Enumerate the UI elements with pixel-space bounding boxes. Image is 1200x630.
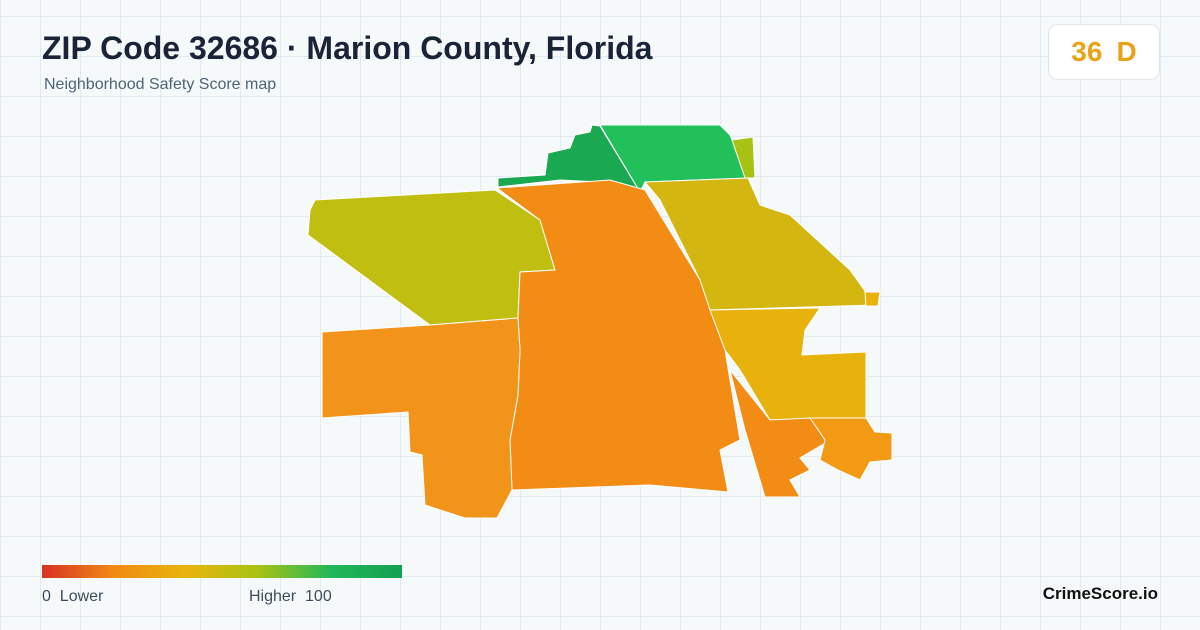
region <box>497 124 642 194</box>
region <box>809 417 893 481</box>
legend-min-label: Lower <box>59 588 104 605</box>
region <box>307 189 556 326</box>
legend-min: 0 Lower <box>42 588 103 606</box>
brand: CrimeScore.io <box>1042 584 1158 603</box>
legend-max-value: 100 <box>305 588 332 605</box>
legend-min-value: 0 <box>42 588 51 605</box>
legend-max: Higher 100 <box>249 588 332 606</box>
region <box>709 307 867 421</box>
score-badge: 36 D <box>1048 24 1160 80</box>
region <box>729 369 831 498</box>
score-value: 36 <box>1071 36 1103 67</box>
score-grade: D <box>1116 36 1137 67</box>
legend-gradient <box>42 565 402 578</box>
subtitle: Neighborhood Safety Score map <box>44 76 277 93</box>
region <box>643 177 876 311</box>
legend-max-label: Higher <box>249 588 297 605</box>
region <box>321 317 521 519</box>
region <box>864 291 881 307</box>
title: ZIP Code 32686 · Marion County, Florida <box>42 30 653 66</box>
region <box>731 136 756 179</box>
